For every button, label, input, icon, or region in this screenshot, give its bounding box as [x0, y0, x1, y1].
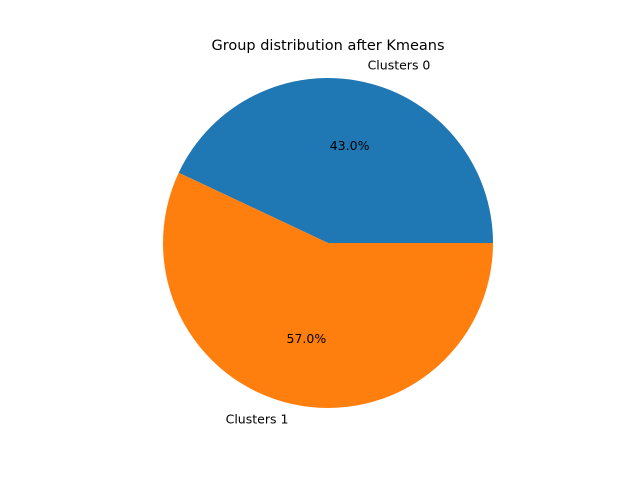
slice-label-0: Clusters 0 — [368, 57, 431, 72]
pie-slices — [163, 77, 493, 408]
slice-percent-1: 57.0% — [287, 331, 327, 346]
pie-slice-0 — [178, 77, 493, 243]
pie-labels: Clusters 0 43.0% Clusters 1 57.0% — [226, 57, 431, 426]
pie-slice-1 — [163, 172, 493, 408]
chart-title: Group distribution after Kmeans — [211, 38, 444, 54]
slice-label-1: Clusters 1 — [226, 412, 289, 427]
slice-percent-0: 43.0% — [330, 138, 370, 153]
